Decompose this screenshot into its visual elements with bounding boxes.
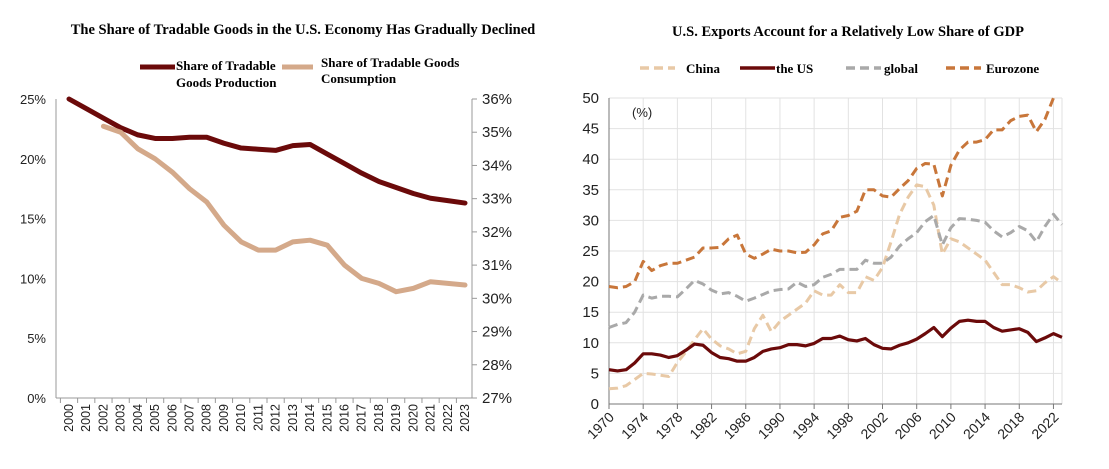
y-tick-left: 5% — [27, 331, 46, 346]
x-tick-label: 2012 — [269, 404, 283, 432]
legend-label-the-us: the US — [776, 61, 813, 76]
right-chart: U.S. Exports Account for a Relatively Lo… — [582, 24, 1064, 442]
x-tick-label: 2000 — [62, 404, 76, 432]
x-tick-label: 1982 — [686, 409, 719, 442]
legend-label-consumption-2: Consumption — [321, 71, 397, 86]
x-tick-label: 2010 — [234, 404, 248, 432]
x-tick-label: 2009 — [217, 404, 231, 432]
x-tick-label: 2006 — [891, 409, 924, 442]
right-legend: China the US global Eurozone — [640, 61, 1039, 76]
x-tick-label: 1986 — [721, 409, 754, 442]
y-tick-label: 50 — [582, 90, 599, 107]
x-tick-label: 2013 — [286, 404, 300, 432]
unit-label: (%) — [632, 105, 652, 120]
x-tick-label: 2010 — [926, 409, 959, 442]
x-tick-label: 2014 — [960, 409, 993, 442]
y-tick-right: 29% — [482, 324, 512, 341]
x-tick-label: 2007 — [183, 404, 197, 432]
x-tick-label: 2022 — [441, 404, 455, 432]
x-tick-label: 1974 — [618, 409, 651, 442]
y-tick-right: 34% — [482, 157, 512, 174]
y-tick-left: 15% — [20, 212, 46, 227]
legend-label-production-1: Share of Tradable — [176, 58, 276, 73]
x-tick-label: 2015 — [320, 404, 334, 432]
y-tick-label: 35 — [582, 182, 599, 199]
left-legend: Share of Tradable Goods Production Share… — [140, 55, 459, 90]
y-tick-label: 10 — [582, 335, 599, 352]
series-line-china — [608, 183, 1063, 391]
x-tick-label: 2016 — [337, 404, 351, 432]
x-tick-label: 1998 — [823, 409, 856, 442]
x-tick-label: 2018 — [994, 409, 1027, 442]
x-tick-label: 2018 — [372, 404, 386, 432]
series-line-the-us — [608, 318, 1063, 373]
y-tick-right: 33% — [482, 191, 512, 208]
x-tick-label: 2011 — [251, 404, 265, 431]
x-tick-label: 2020 — [406, 404, 420, 432]
y-tick-left: 0% — [27, 391, 46, 406]
x-tick-label: 2001 — [79, 404, 93, 432]
series-line-global — [608, 212, 1064, 329]
y-tick-right: 36% — [482, 91, 512, 108]
x-tick-label: 2021 — [424, 404, 438, 432]
x-tick-label: 2023 — [458, 404, 472, 432]
y-tick-label: 25 — [582, 243, 599, 260]
legend-label-eurozone: Eurozone — [986, 61, 1039, 76]
x-tick-label: 2002 — [96, 404, 110, 432]
y-tick-label: 15 — [582, 304, 599, 321]
x-tick-label: 2005 — [148, 404, 162, 432]
y-tick-left: 20% — [20, 152, 46, 167]
x-tick-label: 1990 — [755, 409, 788, 442]
legend-label-production-2: Goods Production — [176, 75, 277, 90]
y-tick-right: 31% — [482, 257, 512, 274]
series-line-eurozone — [608, 97, 1055, 290]
left-chart: The Share of Tradable Goods in the U.S. … — [20, 22, 535, 432]
y-tick-label: 45 — [582, 121, 599, 138]
x-tick-label: 2006 — [165, 404, 179, 432]
y-tick-right: 27% — [482, 390, 512, 407]
x-tick-label: 2002 — [857, 409, 890, 442]
x-tick-label: 1978 — [652, 409, 685, 442]
right-chart-title: U.S. Exports Account for a Relatively Lo… — [672, 24, 1024, 40]
y-tick-label: 0 — [591, 396, 599, 413]
x-tick-label: 2003 — [114, 404, 128, 432]
x-tick-label: 2017 — [355, 404, 369, 432]
y-tick-left: 25% — [20, 92, 46, 107]
y-tick-right: 32% — [482, 224, 512, 241]
x-tick-label: 2014 — [303, 404, 317, 432]
y-tick-label: 20 — [582, 274, 599, 291]
y-tick-right: 35% — [482, 124, 512, 141]
y-tick-right: 30% — [482, 290, 512, 307]
x-tick-label: 2022 — [1028, 409, 1061, 442]
x-tick-label: 2019 — [389, 404, 403, 432]
y-tick-label: 40 — [582, 151, 599, 168]
series-line-production — [66, 96, 468, 206]
legend-label-china: China — [686, 61, 720, 76]
x-tick-label: 1994 — [789, 409, 822, 442]
legend-label-global: global — [884, 61, 918, 76]
y-tick-label: 30 — [582, 212, 599, 229]
series-line-consumption — [100, 123, 468, 295]
legend-label-consumption-1: Share of Tradable Goods — [321, 55, 459, 70]
y-tick-left: 10% — [20, 271, 46, 286]
y-tick-label: 5 — [591, 365, 599, 382]
x-tick-label: 2008 — [200, 404, 214, 432]
left-chart-title: The Share of Tradable Goods in the U.S. … — [71, 22, 535, 38]
x-tick-label: 1970 — [584, 409, 617, 442]
x-tick-label: 2004 — [131, 404, 145, 432]
y-tick-right: 28% — [482, 357, 512, 374]
